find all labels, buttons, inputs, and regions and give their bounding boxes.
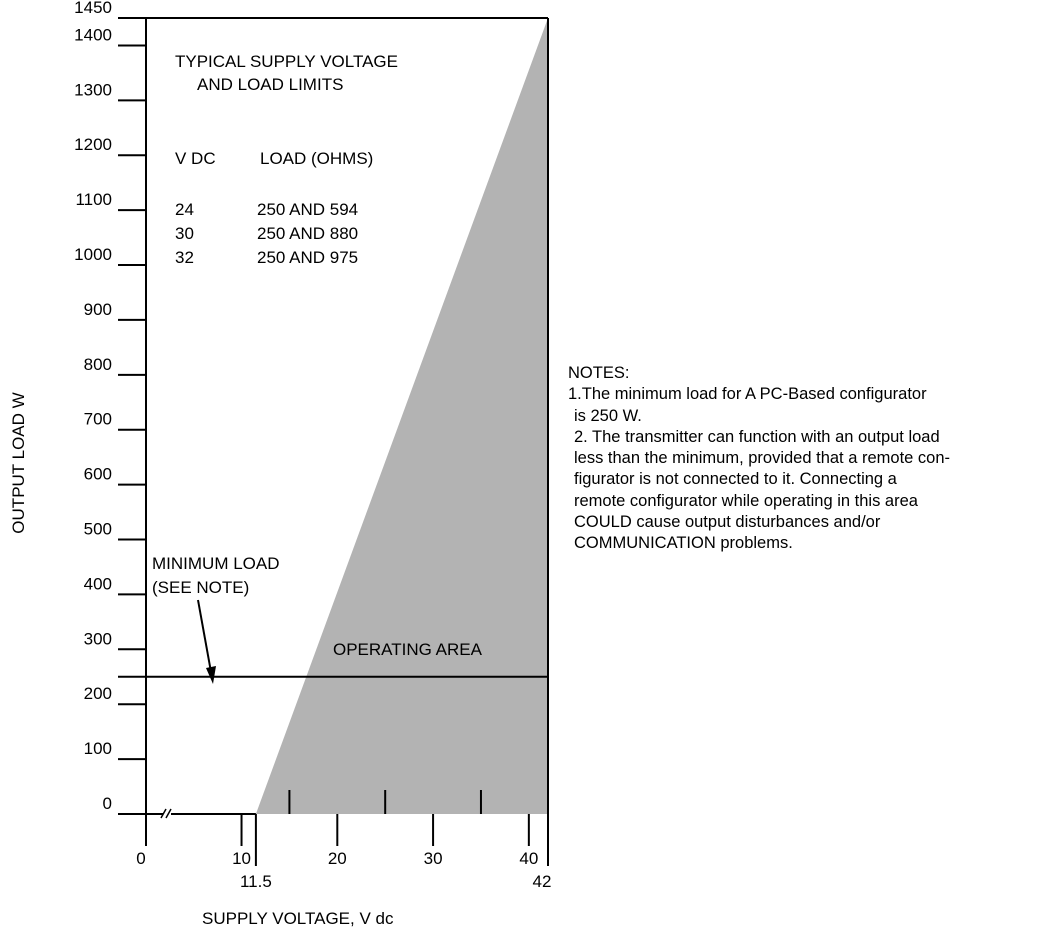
minimum-load-label-line-1: MINIMUM LOAD	[152, 554, 280, 573]
x-tick-label: 40	[519, 849, 538, 868]
x-tick-label: 42	[533, 872, 552, 891]
x-tick-label: 0	[136, 849, 145, 868]
notes-line: 1.The minimum load for A PC-Based config…	[568, 385, 927, 404]
notes-block: NOTES: 1.The minimum load for A PC-Based…	[568, 363, 1058, 555]
notes-line: figurator is not connected to it. Connec…	[574, 470, 897, 489]
y-tick-label: 500	[84, 520, 112, 539]
y-tick-label: 300	[84, 629, 112, 648]
y-tick-label: 700	[84, 410, 112, 429]
table-row-3-vdc: 32	[175, 248, 194, 267]
table-header-vdc: V DC	[175, 149, 216, 168]
table-row-1-load: 250 AND 594	[257, 200, 358, 219]
x-tick-label: 11.5	[240, 872, 272, 891]
y-tick-label: 800	[84, 355, 112, 374]
y-tick-label: 600	[84, 465, 112, 484]
y-tick-label: 1200	[74, 135, 112, 154]
minimum-load-arrowhead	[206, 666, 216, 684]
table-header-load: LOAD (OHMS)	[260, 149, 373, 168]
notes-line: COMMUNICATION problems.	[574, 534, 793, 553]
chart-title-line-1: TYPICAL SUPPLY VOLTAGE	[175, 52, 398, 71]
notes-line: remote configurator while operating in t…	[574, 491, 918, 510]
notes-line: 2. The transmitter can function with an …	[574, 427, 940, 446]
x-axis-ticks: 0 10 11.5 20 30 40 42	[136, 790, 551, 891]
notes-line: less than the minimum, provided that a r…	[574, 449, 951, 468]
y-tick-label: 1400	[74, 25, 112, 44]
notes-line: COULD cause output disturbances and/or	[574, 513, 881, 532]
operating-area-fill	[255, 18, 548, 814]
x-axis-break-mark	[165, 808, 172, 819]
table-row-3-load: 250 AND 975	[257, 248, 358, 267]
y-axis-title: OUTPUT LOAD W	[9, 392, 28, 533]
operating-area-label: OPERATING AREA	[333, 640, 483, 659]
minimum-load-label-line-2: (SEE NOTE)	[152, 578, 249, 597]
y-tick-label: 1100	[75, 190, 112, 209]
y-axis-ticks: 0 100 200 300 400 500 600 700 800 900 1000 1100 1200…	[74, 0, 146, 815]
minimum-load-arrow-line	[197, 599, 212, 673]
x-tick-label: 30	[424, 849, 443, 868]
notes-line: is 250 W.	[574, 406, 642, 425]
chart-title-line-2: AND LOAD LIMITS	[197, 75, 343, 94]
y-tick-label: 900	[84, 300, 112, 319]
x-tick-label: 10	[232, 849, 251, 868]
table-row-2-load: 250 AND 880	[257, 224, 358, 243]
table-row-2-vdc: 30	[175, 224, 194, 243]
table-row-1-vdc: 24	[175, 200, 194, 219]
x-axis-break-mark	[160, 808, 167, 819]
x-axis-title: SUPPLY VOLTAGE, V dc	[202, 909, 394, 928]
y-tick-label: 400	[84, 574, 112, 593]
x-tick-label: 20	[328, 849, 347, 868]
y-tick-label: 200	[84, 684, 112, 703]
y-tick-label: 1300	[74, 80, 112, 99]
y-tick-label: 1000	[74, 245, 112, 264]
y-tick-label: 1450	[74, 0, 112, 17]
y-tick-label: 0	[103, 794, 112, 813]
notes-heading: NOTES:	[568, 364, 630, 382]
y-tick-label: 100	[84, 739, 112, 758]
